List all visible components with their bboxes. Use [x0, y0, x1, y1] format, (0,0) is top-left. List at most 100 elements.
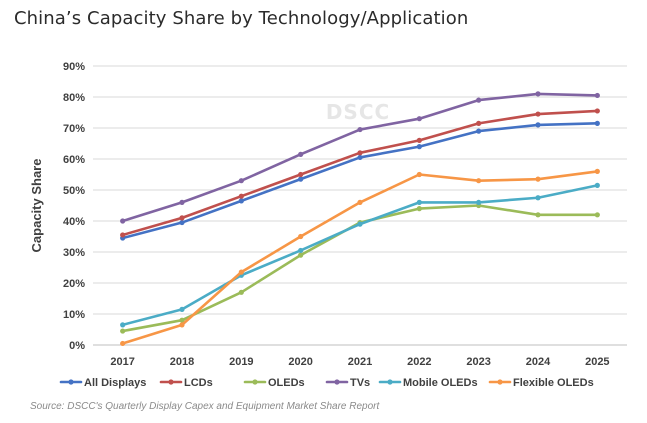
legend-label: TVs: [350, 377, 370, 389]
legend-item-lcds: LCDs: [159, 377, 213, 389]
data-point-lcds: [594, 108, 600, 114]
legend-marker: [252, 379, 258, 385]
data-point-oleds: [238, 289, 244, 295]
data-point-all-displays: [416, 144, 422, 150]
legend-marker: [497, 379, 503, 385]
data-point-tvs: [476, 97, 482, 103]
x-tick-label: 2025: [585, 356, 609, 368]
x-tick-label: 2020: [288, 356, 312, 368]
watermark: DSCC: [326, 100, 390, 124]
x-tick-label: 2021: [348, 356, 372, 368]
data-point-flexible-oleds: [238, 269, 244, 275]
data-point-flexible-oleds: [476, 178, 482, 184]
data-point-lcds: [298, 171, 304, 178]
data-point-oleds: [535, 212, 541, 218]
y-tick-label: 60%: [63, 154, 85, 166]
legend-marker: [387, 379, 393, 385]
legend-item-flexible-oleds: Flexible OLEDs: [488, 377, 594, 389]
data-point-oleds: [416, 206, 422, 212]
legend-item-all-displays: All Displays: [59, 377, 146, 389]
legend-marker: [168, 379, 174, 385]
legend-marker: [334, 379, 340, 385]
data-point-flexible-oleds: [594, 168, 600, 174]
y-tick-label: 20%: [63, 278, 85, 290]
series-lcds: [120, 108, 600, 238]
data-point-mobile-oleds: [298, 247, 304, 254]
data-point-mobile-oleds: [594, 182, 600, 188]
data-point-lcds: [476, 120, 482, 126]
data-point-flexible-oleds: [298, 233, 304, 240]
data-point-lcds: [179, 215, 185, 221]
x-tick-label: 2023: [466, 356, 490, 368]
series-flexible-oleds: [120, 168, 600, 347]
data-point-flexible-oleds: [120, 340, 126, 347]
data-point-mobile-oleds: [179, 306, 185, 312]
data-point-all-displays: [238, 198, 244, 204]
y-tick-label: 90%: [63, 61, 85, 73]
data-point-all-displays: [476, 128, 482, 134]
legend-item-oleds: OLEDs: [243, 377, 305, 389]
y-tick-label: 40%: [63, 216, 85, 228]
data-point-mobile-oleds: [120, 322, 126, 328]
y-tick-labels: 0% 10% 20% 30% 40% 50% 60% 70% 80% 90%: [63, 61, 85, 352]
series-mobile-oleds: [120, 182, 600, 328]
legend-label: OLEDs: [268, 377, 305, 389]
data-point-lcds: [416, 137, 422, 143]
data-point-flexible-oleds: [357, 199, 363, 205]
data-point-mobile-oleds: [476, 199, 482, 205]
series-lines: [120, 91, 600, 347]
data-point-lcds: [238, 193, 244, 199]
data-point-all-displays: [179, 219, 185, 226]
data-point-tvs: [179, 199, 185, 205]
data-point-all-displays: [594, 120, 600, 126]
data-point-mobile-oleds: [357, 221, 363, 227]
data-point-all-displays: [535, 122, 541, 128]
y-tick-label: 50%: [63, 185, 85, 197]
legend-marker: [68, 379, 74, 385]
x-tick-label: 2024: [526, 356, 551, 368]
y-tick-label: 0%: [69, 340, 85, 352]
legend-label: Flexible OLEDs: [513, 377, 594, 389]
y-axis-label: Capacity Share: [29, 159, 44, 253]
legend-label: All Displays: [84, 377, 146, 389]
data-point-tvs: [594, 92, 600, 99]
data-point-tvs: [120, 218, 126, 224]
data-point-oleds: [120, 328, 126, 334]
data-point-mobile-oleds: [416, 199, 422, 205]
legend-item-mobile-oleds: Mobile OLEDs: [378, 377, 478, 389]
y-tick-label: 70%: [63, 123, 85, 135]
legend: All Displays LCDs OLEDs TVs Mobile OLEDs Flex…: [59, 377, 594, 389]
data-point-lcds: [120, 232, 126, 238]
x-tick-label: 2018: [170, 356, 194, 368]
series-line-mobile-oleds: [121, 184, 599, 327]
data-point-lcds: [535, 111, 541, 117]
y-tick-label: 10%: [63, 309, 85, 321]
data-point-tvs: [298, 151, 304, 157]
data-point-all-displays: [357, 154, 363, 161]
data-point-flexible-oleds: [416, 171, 422, 178]
data-point-tvs: [416, 116, 422, 122]
legend-item-tvs: TVs: [325, 377, 370, 389]
x-tick-labels: 2017 2018 2019 2020 2021 2022 2023 2024 2025: [110, 356, 609, 368]
data-point-oleds: [298, 252, 304, 258]
series-tvs: [120, 91, 600, 224]
data-point-mobile-oleds: [535, 195, 541, 201]
data-point-flexible-oleds: [179, 322, 185, 328]
data-point-all-displays: [298, 176, 304, 182]
source-note: Source: DSCC's Quarterly Display Capex a…: [30, 401, 380, 412]
x-tick-label: 2019: [229, 356, 253, 368]
x-tick-label: 2017: [110, 356, 134, 368]
legend-label: LCDs: [184, 377, 213, 389]
data-point-lcds: [357, 150, 363, 156]
data-point-oleds: [594, 212, 600, 218]
data-point-oleds: [179, 317, 185, 323]
data-point-flexible-oleds: [535, 176, 541, 182]
x-tick-label: 2022: [407, 356, 431, 368]
y-tick-label: 80%: [63, 92, 85, 104]
data-point-tvs: [238, 178, 244, 184]
chart-title: China’s Capacity Share by Technology/App…: [14, 8, 469, 29]
legend-label: Mobile OLEDs: [403, 377, 478, 389]
y-tick-label: 30%: [63, 247, 85, 259]
data-point-tvs: [535, 91, 541, 97]
